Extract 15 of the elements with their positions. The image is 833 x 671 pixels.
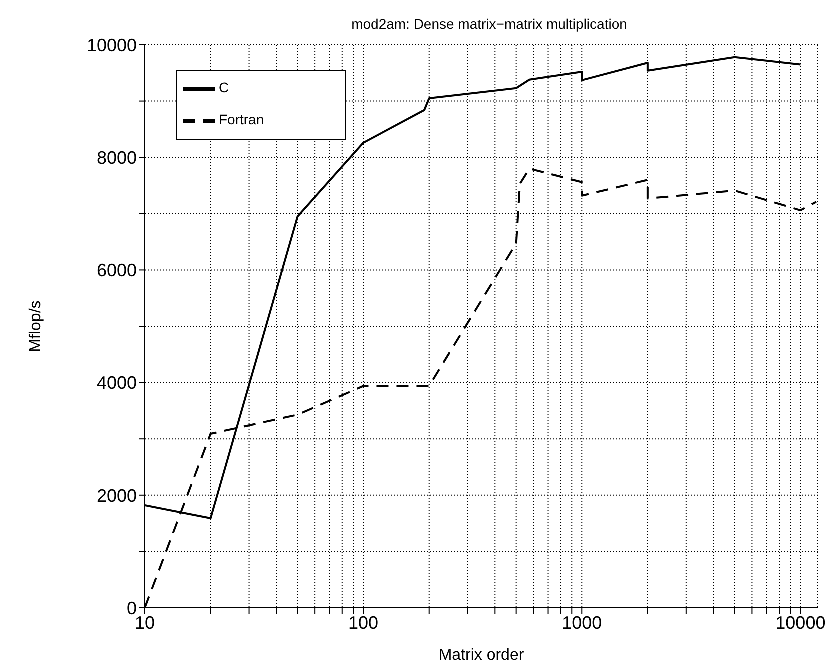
y-tick-label: 4000 (96, 373, 137, 394)
x-tick-label: 10000 (776, 612, 826, 633)
x-axis-title: Matrix order (438, 647, 525, 664)
y-tick-label: 2000 (96, 486, 137, 506)
y-tick-label: 0 (126, 598, 137, 618)
chart-title: mod2am: Dense matrix−matrix multiplication (350, 16, 628, 32)
legend-label: Fortran (219, 112, 264, 128)
y-tick-label: 8000 (96, 148, 137, 168)
y-tick-label: 10000 (86, 35, 137, 56)
x-tick-label: 10 (134, 612, 156, 633)
legend-label: C (219, 80, 230, 96)
x-tick-label: 1000 (562, 612, 602, 633)
x-tick-label: 100 (348, 612, 379, 633)
y-axis-title: Mflop/s (28, 300, 45, 352)
y-tick-label: 6000 (96, 260, 137, 281)
